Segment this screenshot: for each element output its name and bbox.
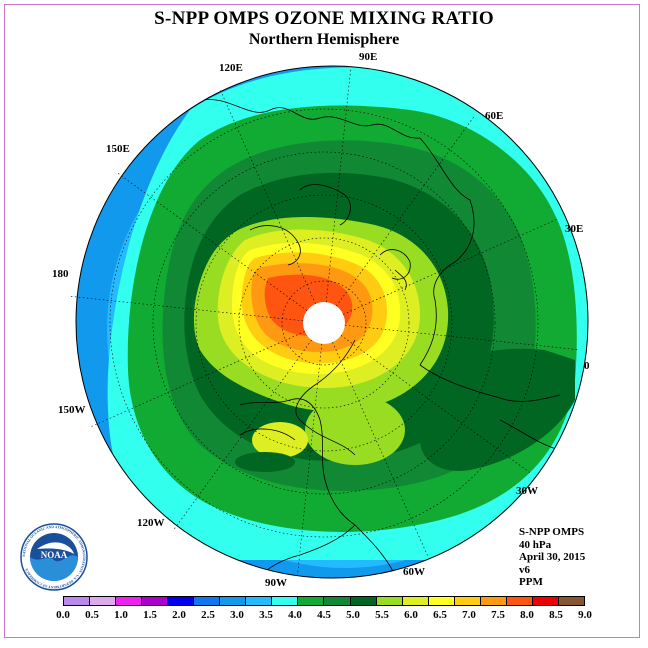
lon-label-150e: 150E (106, 143, 130, 155)
meridian-line (343, 218, 558, 315)
colorbar-tick-label: 4.5 (317, 609, 331, 621)
colorbar-tick-label: 9.0 (578, 609, 592, 621)
colorbar-tick-label: 0.0 (56, 609, 70, 621)
lon-label-0: 0 (584, 360, 590, 372)
colorbar-swatch (116, 597, 143, 605)
map-subtitle: Northern Hemisphere (248, 31, 400, 48)
colorbar-tick-label: 2.5 (201, 609, 215, 621)
colorbar-swatch (376, 597, 403, 605)
colorbar-tick-label: 7.0 (462, 609, 476, 621)
colorbar-swatch (168, 597, 195, 605)
colorbar-tick-label: 7.5 (491, 609, 505, 621)
colorbar-swatch (246, 597, 273, 605)
field-band-6-5-southwest (252, 422, 308, 458)
info-instrument: S-NPP OMPS (519, 526, 585, 538)
meridian-line (90, 331, 305, 428)
lon-label-30e: 30E (565, 223, 584, 235)
colorbar-tick-label: 8.5 (549, 609, 563, 621)
info-date: April 30, 2015 (519, 551, 586, 564)
lon-label-90w: 90W (265, 577, 287, 589)
lon-label-150w: 150W (58, 404, 86, 416)
meridian-line (344, 324, 579, 351)
colorbar-swatch (298, 597, 325, 605)
lon-label-90e: 90E (359, 51, 378, 63)
colorbar-tick-label: 8.0 (520, 609, 534, 621)
colorbar-tick-label: 5.5 (375, 609, 389, 621)
colorbar-tick-label: 3.5 (259, 609, 273, 621)
colorbar-tick-label: 4.0 (288, 609, 302, 621)
colorbar-swatch (558, 597, 584, 605)
colorbar-swatch (454, 597, 481, 605)
colorbar-swatch (532, 597, 559, 605)
meridian-line (332, 342, 429, 557)
noaa-logo-text: NOAA (41, 550, 68, 560)
colorbar-tick-label: 6.0 (404, 609, 418, 621)
colorbar-tick-label: 1.0 (114, 609, 128, 621)
colorbar-swatch (194, 597, 221, 605)
colorbar (63, 596, 585, 606)
colorbar-swatch (428, 597, 455, 605)
lon-label-30w: 30W (516, 485, 538, 497)
colorbar-swatch (506, 597, 533, 605)
meridian-line (296, 343, 323, 578)
figure-frame (4, 4, 640, 638)
colorbar-swatch (142, 597, 169, 605)
latitude-circle (238, 237, 410, 409)
meridian-line (325, 68, 352, 303)
colorbar-tick-label: 6.5 (433, 609, 447, 621)
colorbar-swatch (480, 597, 507, 605)
meridian-line (340, 335, 532, 474)
info-block: S-NPP OMPS 40 hPa April 30, 2015 v6 PPM (519, 526, 585, 589)
map-title: S-NPP OMPS OZONE MIXING RATIO (154, 8, 494, 29)
info-units: PPM (519, 576, 543, 589)
meridian-line (69, 295, 304, 322)
colorbar-swatch (402, 597, 429, 605)
latitude-circle (281, 280, 367, 366)
latitude-circle (109, 108, 539, 538)
field-band-6-0-southeast (305, 395, 405, 465)
info-level: 40 hPa (519, 538, 552, 551)
map-boundary (75, 65, 589, 579)
colorbar-swatch (90, 597, 117, 605)
lon-label-180: 180 (52, 268, 69, 280)
lon-label-60w: 60W (403, 566, 425, 578)
colorbar-tick-label: 5.0 (346, 609, 360, 621)
colorbar-swatch (324, 597, 351, 605)
graticule (69, 68, 579, 578)
colorbar-tick-label: 2.0 (172, 609, 186, 621)
coastlines (199, 98, 561, 578)
colorbar-tick-label: 0.5 (85, 609, 99, 621)
field-band-5-5-southwest (235, 452, 295, 472)
colorbar-swatch (64, 597, 91, 605)
latitude-circle (152, 151, 496, 495)
colorbar-swatch (220, 597, 247, 605)
lon-label-120e: 120E (219, 62, 243, 74)
colorbar-swatch (350, 597, 377, 605)
pole-missing-data (303, 302, 345, 344)
latitude-circle (195, 194, 453, 452)
meridian-line (219, 89, 316, 304)
colorbar-tick-label: 3.0 (230, 609, 244, 621)
noaa-logo: NOAA NATIONAL OCEANIC AND ATMOSPHERIC AD… (20, 523, 88, 591)
info-version: v6 (519, 563, 530, 576)
meridian-line (173, 339, 312, 531)
colorbar-tick-label: 1.5 (143, 609, 157, 621)
colorbar-swatch (272, 597, 299, 605)
lon-label-120w: 120W (137, 517, 165, 529)
lon-label-60e: 60E (485, 110, 504, 122)
